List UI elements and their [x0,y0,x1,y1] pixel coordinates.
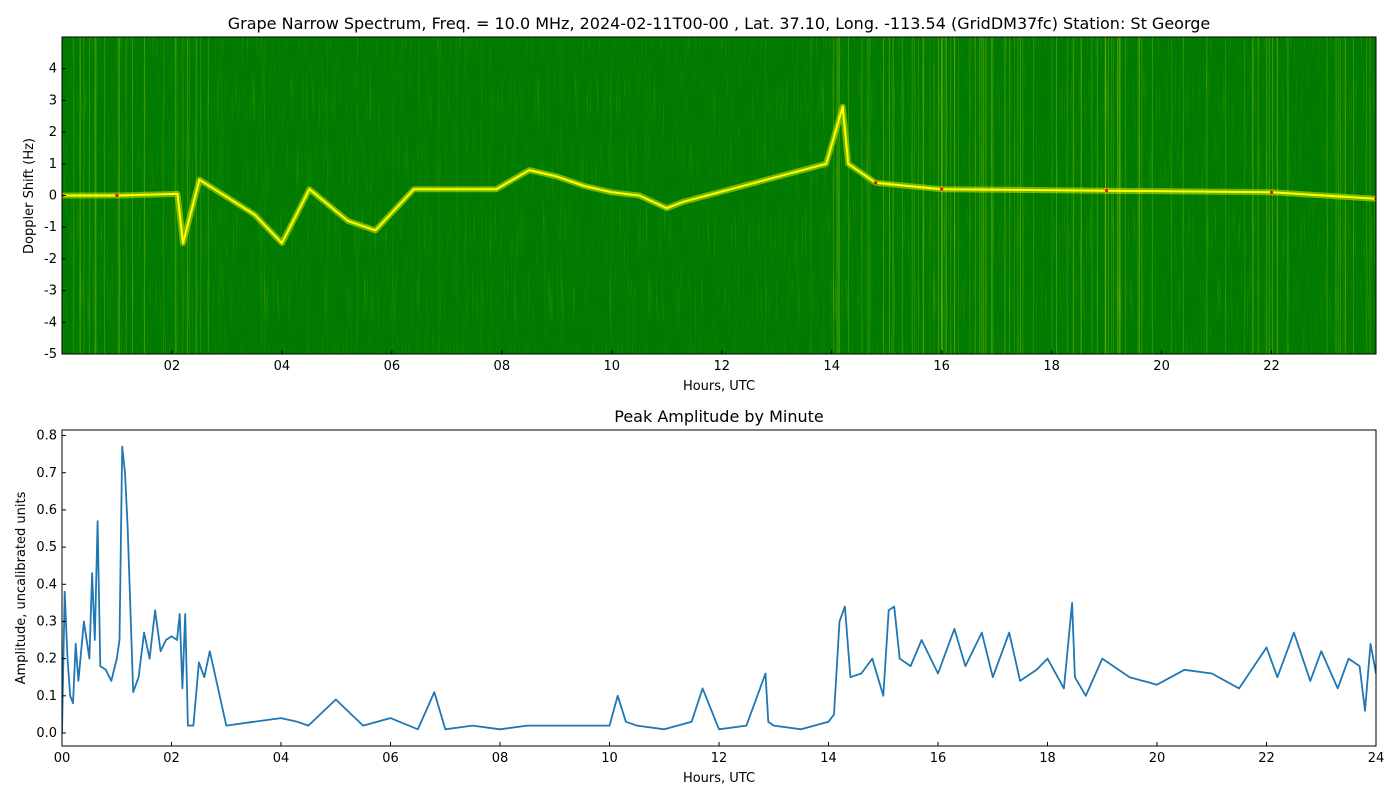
doppler-trace-line [62,105,1376,245]
amplitude-x-ticks: 00 02 04 06 08 10 12 14 16 18 20 22 24 [54,742,1385,766]
y-tick-label: -5 [44,347,57,362]
x-tick-label: 20 [1149,751,1166,766]
doppler-trace-point [1269,190,1274,194]
y-tick-label: 0.5 [36,540,57,555]
y-tick-label: 0 [49,189,57,204]
x-tick-label: 02 [163,751,180,766]
x-tick-label: 20 [1153,359,1170,374]
amplitude-title: Peak Amplitude by Minute [614,407,824,426]
doppler-trace-point [940,187,944,191]
y-tick-label: 0.2 [36,652,57,667]
x-tick-label: 16 [933,359,950,374]
y-tick-label: 0.3 [36,614,57,629]
spectrogram-streaks [73,37,1371,354]
x-tick-label: 08 [494,359,511,374]
x-tick-label: 04 [274,359,291,374]
amplitude-series-line [62,445,1376,734]
y-tick-label: 1 [49,157,57,172]
x-tick-label: 16 [930,751,947,766]
y-tick-label: -2 [44,252,57,267]
doppler-trace [62,103,1376,247]
x-tick-label: 10 [604,359,621,374]
x-tick-label: 00 [54,751,71,766]
x-tick-label: 08 [492,751,509,766]
spectrogram-title: Grape Narrow Spectrum, Freq. = 10.0 MHz,… [228,14,1211,33]
doppler-trace-point [1105,189,1109,193]
doppler-trace-point [115,193,119,198]
spectrogram-y-ticks: -5 -4 -3 -2 -1 0 1 2 3 4 [44,62,66,362]
y-tick-label: 0.7 [36,466,57,481]
y-tick-label: -1 [44,220,57,235]
y-tick-label: 3 [49,93,57,108]
x-tick-label: 12 [713,359,730,374]
spectrogram-x-label: Hours, UTC [683,379,755,394]
doppler-trace-point [874,181,878,185]
x-tick-label: 14 [823,359,840,374]
y-tick-label: 2 [49,125,57,140]
amplitude-x-label: Hours, UTC [683,771,755,786]
y-tick-label: 0.8 [36,429,57,444]
x-tick-label: 12 [711,751,728,766]
x-tick-label: 04 [273,751,290,766]
amplitude-plot-area [62,430,1376,746]
x-tick-label: 10 [601,751,618,766]
y-tick-label: 0.1 [36,689,57,704]
x-tick-label: 18 [1039,751,1056,766]
y-tick-label: 0.4 [36,577,57,592]
amplitude-y-label: Amplitude, uncalibrated units [14,491,29,684]
x-tick-label: 02 [164,359,181,374]
spectrogram-panel: Grape Narrow Spectrum, Freq. = 10.0 MHz,… [22,14,1377,394]
x-tick-label: 14 [820,751,837,766]
spectrogram-noise [62,37,1376,354]
x-tick-label: 18 [1043,359,1060,374]
amplitude-y-ticks: 0.0 0.1 0.2 0.3 0.4 0.5 0.6 0.7 0.8 [36,429,66,741]
x-tick-label: 06 [382,751,399,766]
spectrogram-y-label: Doppler Shift (Hz) [22,138,37,254]
spectrogram-x-ticks: 02 04 06 08 10 12 14 16 18 20 22 [164,350,1280,374]
x-tick-label: 24 [1368,751,1385,766]
amplitude-panel: Peak Amplitude by Minute 00 02 04 06 08 10 12 1… [14,407,1384,786]
y-tick-label: -4 [44,315,57,330]
x-tick-label: 06 [384,359,401,374]
y-tick-label: 0.6 [36,503,57,518]
y-tick-label: 4 [49,62,57,77]
x-tick-label: 22 [1263,359,1280,374]
y-tick-label: -3 [44,284,57,299]
y-tick-label: 0.0 [36,726,57,741]
x-tick-label: 22 [1258,751,1275,766]
